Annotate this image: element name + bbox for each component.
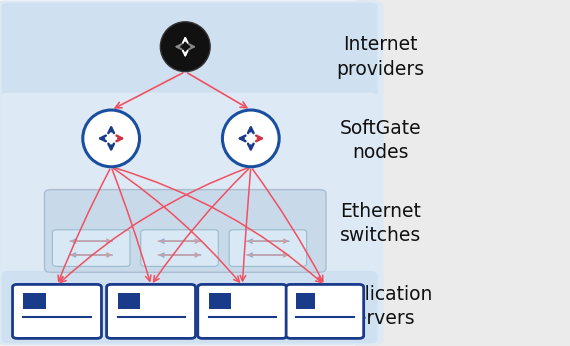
Ellipse shape	[83, 110, 140, 167]
FancyBboxPatch shape	[2, 186, 377, 276]
FancyBboxPatch shape	[229, 230, 307, 266]
FancyBboxPatch shape	[0, 1, 384, 345]
FancyBboxPatch shape	[2, 271, 377, 343]
FancyBboxPatch shape	[23, 293, 46, 309]
Ellipse shape	[160, 22, 210, 72]
Text: SoftGate
nodes: SoftGate nodes	[340, 118, 422, 162]
FancyBboxPatch shape	[141, 230, 218, 266]
FancyBboxPatch shape	[13, 284, 101, 338]
Text: Application
servers: Application servers	[328, 284, 433, 328]
FancyBboxPatch shape	[296, 293, 315, 309]
FancyBboxPatch shape	[107, 284, 196, 338]
FancyBboxPatch shape	[44, 190, 326, 272]
Ellipse shape	[222, 110, 279, 167]
FancyBboxPatch shape	[286, 284, 364, 338]
FancyBboxPatch shape	[117, 293, 140, 309]
FancyBboxPatch shape	[209, 293, 231, 309]
Text: Internet
providers: Internet providers	[337, 36, 425, 79]
FancyBboxPatch shape	[2, 93, 377, 191]
FancyBboxPatch shape	[52, 230, 130, 266]
FancyBboxPatch shape	[198, 284, 287, 338]
FancyBboxPatch shape	[355, 0, 570, 346]
Text: Ethernet
switches: Ethernet switches	[340, 201, 421, 245]
FancyBboxPatch shape	[2, 3, 377, 98]
